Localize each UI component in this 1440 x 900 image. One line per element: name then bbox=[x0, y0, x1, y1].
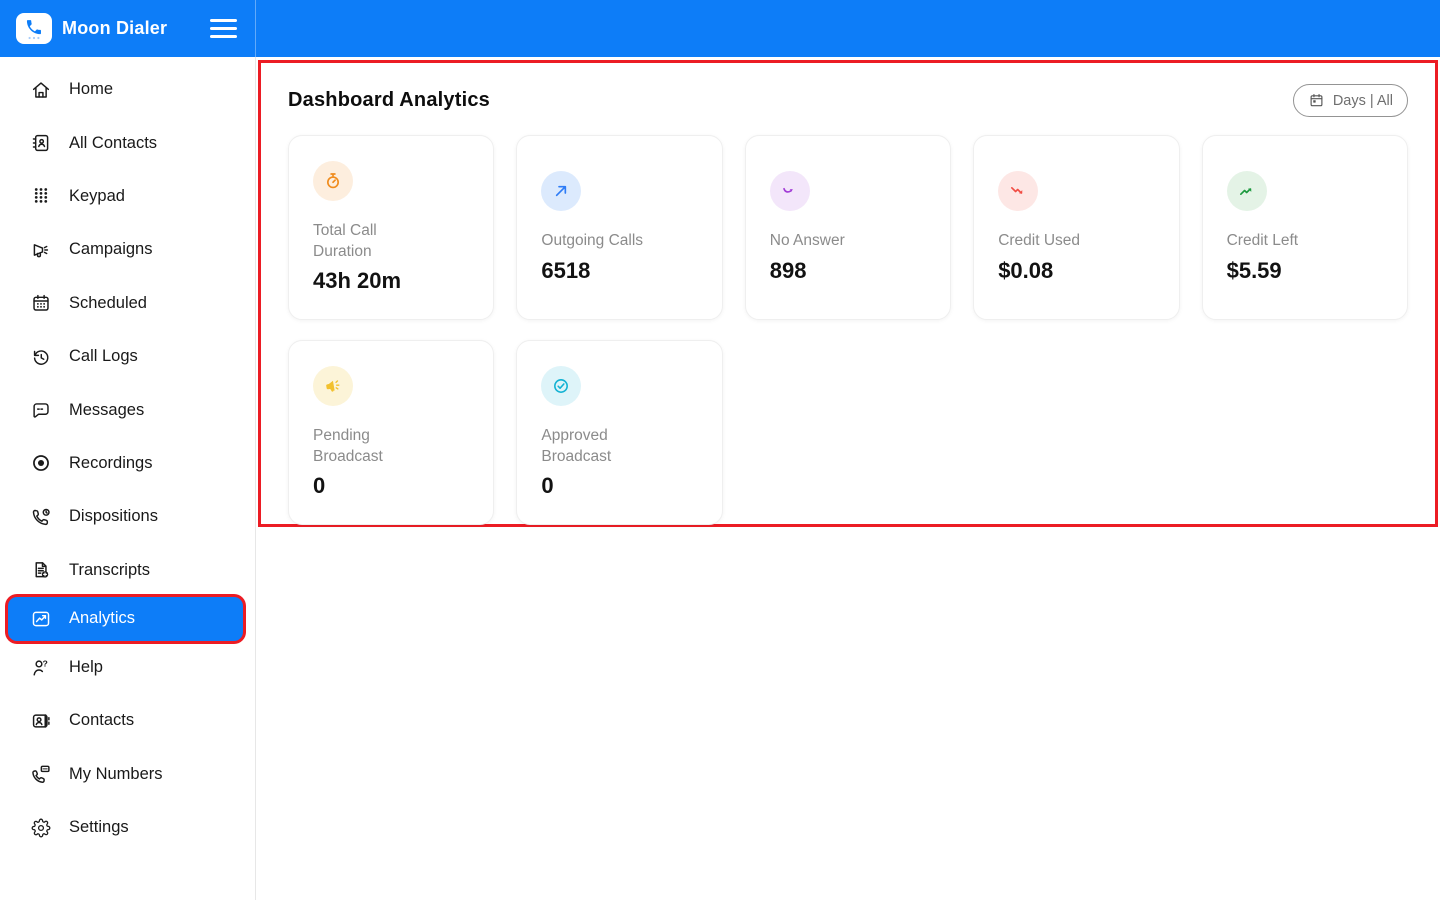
sidebar-item-all-contacts[interactable]: All Contacts bbox=[0, 116, 255, 169]
app-logo: Moon Dialer bbox=[16, 13, 167, 44]
history-icon bbox=[30, 346, 52, 368]
calendar-icon bbox=[30, 292, 52, 314]
sidebar-header: Moon Dialer bbox=[0, 0, 256, 57]
stat-card: Approved Broadcast 0 bbox=[516, 340, 723, 525]
sidebar-item-analytics[interactable]: Analytics bbox=[8, 596, 243, 641]
sidebar-item-label: Call Logs bbox=[69, 347, 138, 366]
stat-card: Credit Left $5.59 bbox=[1201, 135, 1408, 320]
stat-card-value: 898 bbox=[769, 257, 807, 283]
calendar-icon bbox=[1308, 92, 1325, 109]
stat-card-value: $0.08 bbox=[998, 257, 1054, 283]
chart-icon bbox=[30, 608, 52, 630]
sidebar-item-label: Messages bbox=[69, 400, 145, 419]
sidebar-item-dispositions[interactable]: Dispositions bbox=[0, 490, 255, 543]
sidebar-item-home[interactable]: Home bbox=[0, 63, 255, 116]
stat-card-label: Total Call Duration bbox=[313, 221, 377, 260]
record-icon bbox=[30, 452, 52, 474]
stopwatch-icon bbox=[313, 160, 353, 201]
stat-card-label: Pending Broadcast bbox=[313, 426, 383, 465]
sidebar-item-contacts[interactable]: Contacts bbox=[0, 694, 255, 747]
sidebar-item-label: Keypad bbox=[69, 186, 125, 205]
phone-icon bbox=[16, 13, 52, 44]
sidebar-item-messages[interactable]: Messages bbox=[0, 383, 255, 436]
arrow-up-right-icon bbox=[541, 171, 582, 212]
home-icon bbox=[30, 79, 52, 101]
main-content: Dashboard Analytics Days | All Total Cal… bbox=[256, 57, 1440, 900]
hamburger-menu-button[interactable] bbox=[206, 13, 241, 45]
sidebar-item-my-numbers[interactable]: My Numbers bbox=[0, 748, 255, 801]
sidebar-item-settings[interactable]: Settings bbox=[0, 801, 255, 854]
stat-card-value: 0 bbox=[541, 473, 554, 499]
trend-down-icon bbox=[998, 171, 1039, 212]
page-title: Dashboard Analytics bbox=[288, 89, 491, 111]
phone-clock-icon bbox=[30, 506, 52, 528]
panel-header: Dashboard Analytics Days | All bbox=[261, 63, 1435, 117]
sidebar-item-label: Help bbox=[69, 658, 103, 677]
sidebar-item-call-logs[interactable]: Call Logs bbox=[0, 330, 255, 383]
stat-card: Credit Used $0.08 bbox=[973, 135, 1180, 320]
stat-card: Outgoing Calls 6518 bbox=[516, 135, 723, 320]
sidebar-item-label: Dispositions bbox=[69, 507, 158, 526]
keypad-icon bbox=[30, 185, 52, 207]
days-filter-label: Days | All bbox=[1332, 92, 1393, 109]
gear-icon bbox=[30, 817, 52, 839]
sidebar-item-label: Scheduled bbox=[69, 293, 147, 312]
stat-card-label: Credit Used bbox=[998, 232, 1081, 250]
sidebar-item-label: Settings bbox=[69, 818, 129, 837]
trend-up-icon bbox=[1226, 171, 1267, 212]
sidebar-item-keypad[interactable]: Keypad bbox=[0, 170, 255, 223]
sidebar-item-transcripts[interactable]: Transcripts bbox=[0, 544, 255, 597]
stat-card: Pending Broadcast 0 bbox=[288, 340, 495, 525]
sidebar-item-help[interactable]: ? Help bbox=[0, 641, 255, 694]
sidebar-item-label: Home bbox=[69, 80, 114, 99]
sidebar-item-campaigns[interactable]: Campaigns bbox=[0, 223, 255, 276]
sidebar-item-recordings[interactable]: Recordings bbox=[0, 437, 255, 490]
stat-card-value: $5.59 bbox=[1226, 257, 1282, 283]
stat-cards-grid: Total Call Duration 43h 20m Outgoing Cal… bbox=[288, 135, 1408, 525]
stat-card-value: 0 bbox=[313, 473, 326, 499]
sidebar-item-label: My Numbers bbox=[69, 764, 163, 783]
sidebar-item-label: All Contacts bbox=[69, 133, 158, 152]
stat-card-label: Outgoing Calls bbox=[541, 232, 644, 250]
sidebar-item-scheduled[interactable]: Scheduled bbox=[0, 277, 255, 330]
top-bar bbox=[256, 0, 1440, 57]
sidebar-item-label: Recordings bbox=[69, 453, 153, 472]
chat-bubble-icon bbox=[30, 399, 52, 421]
sidebar-item-label: Campaigns bbox=[69, 240, 153, 259]
svg-text:?: ? bbox=[42, 658, 47, 668]
contact-card-icon bbox=[30, 710, 52, 732]
stat-card-value: 43h 20m bbox=[313, 268, 402, 294]
person-question-icon: ? bbox=[30, 657, 52, 679]
check-circle-icon bbox=[541, 365, 582, 406]
stat-card-label: No Answer bbox=[769, 232, 845, 250]
sidebar-item-label: Transcripts bbox=[69, 560, 150, 579]
stat-card: Total Call Duration 43h 20m bbox=[288, 135, 495, 320]
contact-book-icon bbox=[30, 132, 52, 154]
stat-card: No Answer 898 bbox=[744, 135, 952, 320]
app-title: Moon Dialer bbox=[62, 18, 168, 38]
sidebar-nav: Home All Contacts Keypad Campaigns Sched… bbox=[0, 57, 256, 900]
megaphone-icon bbox=[30, 239, 52, 261]
stat-card-label: Credit Left bbox=[1226, 232, 1299, 250]
sidebar-item-label: Analytics bbox=[69, 609, 136, 628]
document-add-icon bbox=[30, 559, 52, 581]
sidebar-item-label: Contacts bbox=[69, 711, 135, 730]
arrow-swoosh-icon bbox=[769, 171, 810, 212]
megaphone-filled-icon bbox=[313, 365, 353, 406]
phone-message-icon bbox=[30, 763, 52, 785]
days-filter-button[interactable]: Days | All bbox=[1292, 84, 1408, 117]
stat-card-value: 6518 bbox=[541, 257, 591, 283]
stat-card-label: Approved Broadcast bbox=[541, 426, 612, 465]
dashboard-analytics-panel: Dashboard Analytics Days | All Total Cal… bbox=[258, 60, 1438, 527]
